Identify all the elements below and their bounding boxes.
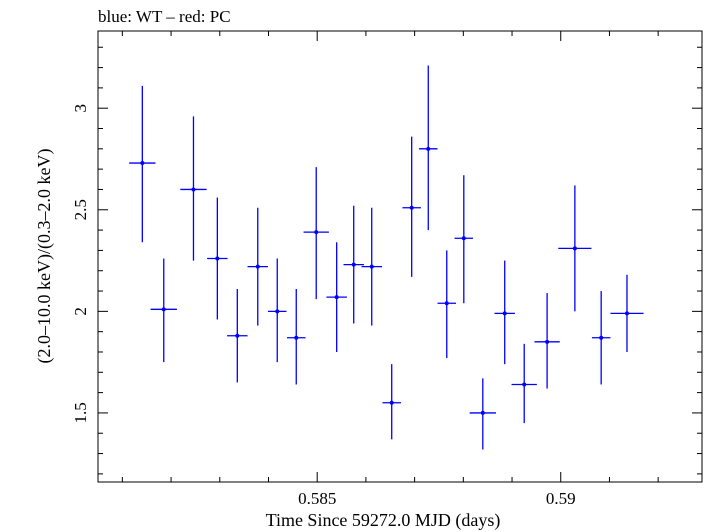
data-point — [437, 250, 457, 359]
data-point — [591, 291, 611, 385]
point-marker — [235, 333, 240, 338]
data-point — [494, 260, 515, 365]
y-axis-label: (2.0–10.0 keV)/(0.3–2.0 keV) — [34, 149, 55, 364]
y-tick-label: 3 — [71, 104, 90, 113]
data-point — [534, 293, 560, 389]
y-tick-label: 2.5 — [71, 199, 90, 220]
axes: 0.585 0.59 1.5 2 2.5 3 — [71, 30, 703, 508]
point-marker — [191, 187, 196, 192]
data-point — [267, 258, 287, 363]
x-axis-label: Time Since 59272.0 MJD (days) — [266, 510, 501, 531]
data-point — [303, 167, 329, 300]
data-point — [418, 65, 438, 231]
plot-frame — [97, 30, 703, 483]
data-point — [180, 116, 207, 261]
x-tick-label: 0.59 — [546, 489, 576, 508]
point-marker — [444, 301, 449, 306]
data-point — [382, 364, 401, 440]
point-marker — [161, 307, 166, 312]
data-point — [207, 197, 228, 320]
data-point — [227, 289, 248, 383]
chart-title: blue: WT – red: PC — [98, 7, 231, 26]
point-marker — [599, 335, 604, 340]
point-marker — [480, 410, 485, 415]
data-point — [286, 289, 306, 385]
point-marker — [140, 161, 145, 166]
data-point — [361, 207, 382, 326]
point-marker — [389, 400, 394, 405]
y-tick-label: 2 — [71, 307, 90, 316]
data-point — [454, 175, 474, 304]
point-marker — [502, 311, 507, 316]
point-marker — [215, 256, 220, 261]
data-point — [610, 274, 644, 352]
point-marker — [426, 146, 431, 151]
point-marker — [624, 311, 629, 316]
point-marker — [545, 339, 550, 344]
data-point — [326, 242, 347, 352]
data-point — [402, 136, 421, 277]
data-point — [558, 185, 592, 312]
data-point — [247, 207, 268, 326]
data-point — [343, 205, 364, 324]
data-point — [150, 258, 177, 363]
data-point — [129, 85, 156, 243]
data-point — [511, 343, 537, 424]
data-points — [129, 65, 644, 450]
x-tick-label: 0.585 — [298, 489, 336, 508]
y-tick-label: 1.5 — [71, 402, 90, 423]
point-marker — [351, 262, 356, 267]
point-marker — [314, 230, 319, 235]
point-marker — [409, 205, 414, 210]
point-marker — [572, 246, 577, 251]
point-marker — [461, 236, 466, 241]
point-marker — [522, 382, 527, 387]
point-marker — [275, 309, 280, 314]
point-marker — [334, 295, 339, 300]
point-marker — [294, 335, 299, 340]
point-marker — [369, 264, 374, 269]
point-marker — [255, 264, 260, 269]
data-point — [469, 378, 496, 450]
